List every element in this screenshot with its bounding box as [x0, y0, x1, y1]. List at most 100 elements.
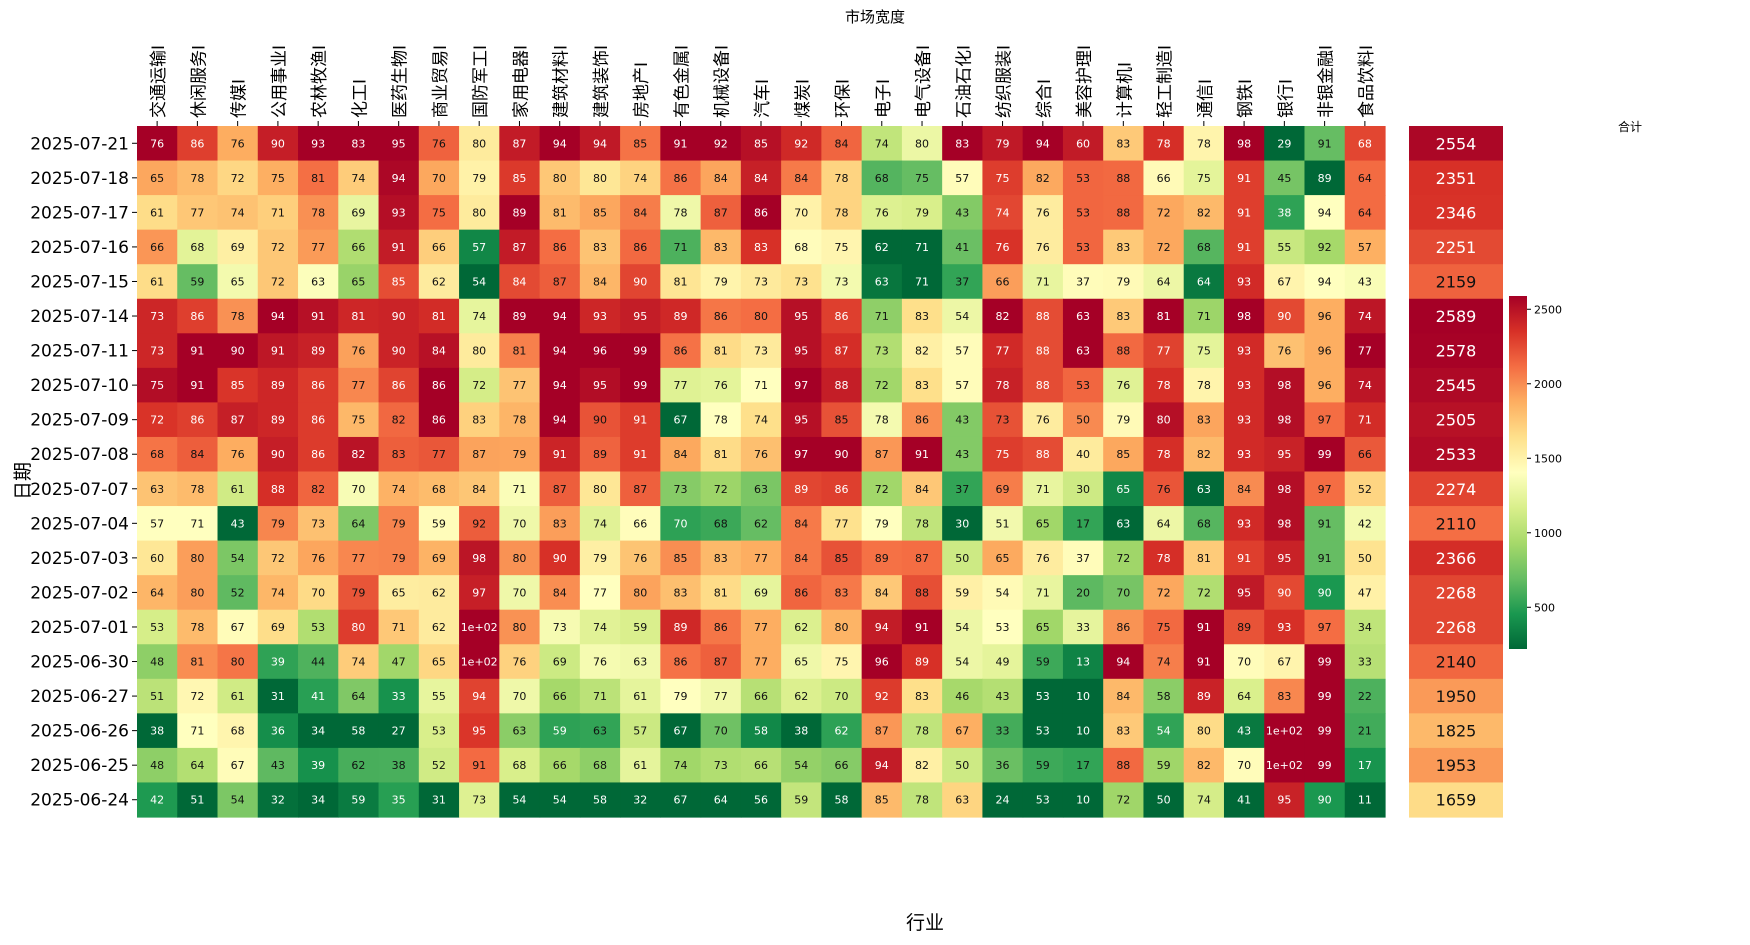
heatmap-cell — [982, 609, 1024, 645]
cell-value-label: 73 — [150, 345, 164, 358]
cell-value-label: 77 — [432, 448, 446, 461]
heatmap-cell — [1143, 126, 1185, 162]
cell-value-label: 68 — [593, 759, 607, 772]
cell-value-label: 87 — [714, 206, 728, 219]
cell-value-label: 76 — [150, 137, 164, 150]
cell-value-label: 95 — [1237, 586, 1251, 599]
heatmap-cell — [861, 436, 903, 473]
heatmap-cell — [1264, 644, 1306, 680]
cell-value-label: 70 — [1116, 586, 1130, 599]
heatmap-cell — [1344, 644, 1386, 680]
heatmap-cell — [579, 333, 621, 369]
heatmap-cell — [579, 678, 621, 714]
cell-value-label: 59 — [432, 517, 446, 530]
cell-value-label: 80 — [512, 621, 526, 634]
cell-value-label: 65 — [392, 586, 406, 599]
heatmap-cell — [459, 195, 500, 231]
cell-value-label: 70 — [1237, 759, 1251, 772]
cell-value-label: 57 — [1358, 241, 1372, 254]
heatmap-cell — [217, 713, 259, 749]
cell-value-label: 36 — [271, 725, 285, 738]
cell-value-label: 94 — [553, 379, 567, 392]
heatmap-cell — [177, 747, 219, 784]
cell-value-label: 77 — [593, 586, 607, 599]
cell-value-label: 98 — [1237, 137, 1251, 150]
cell-value-label: 88 — [1036, 345, 1050, 358]
cell-value-label: 99 — [1318, 690, 1332, 703]
cell-value-label: 85 — [231, 379, 245, 392]
cell-value-label: 76 — [1036, 206, 1050, 219]
heatmap-cell — [1304, 333, 1346, 369]
cell-value-label: 67 — [955, 725, 969, 738]
heatmap-cell — [821, 506, 863, 542]
heatmap-cell — [1022, 402, 1064, 438]
heatmap-cell — [660, 160, 702, 196]
cell-value-label: 89 — [673, 621, 687, 634]
cell-value-label: 62 — [754, 517, 768, 530]
cell-value-label: 47 — [1358, 586, 1372, 599]
cell-value-label: 80 — [633, 586, 647, 599]
heatmap-cell — [539, 575, 581, 611]
heatmap-cell — [1304, 298, 1346, 334]
heatmap-cell — [378, 264, 420, 300]
cell-value-label: 95 — [593, 379, 607, 392]
cell-value-label: 66 — [150, 241, 164, 254]
cell-value-label: 90 — [231, 345, 245, 358]
cell-value-label: 91 — [915, 621, 929, 634]
cell-value-label: 81 — [714, 345, 728, 358]
cell-value-label: 43 — [271, 759, 285, 772]
cell-value-label: 70 — [311, 586, 325, 599]
cell-value-label: 82 — [392, 414, 406, 427]
cell-value-label: 77 — [754, 552, 768, 565]
cell-value-label: 78 — [1157, 137, 1171, 150]
heatmap-cell — [942, 402, 984, 438]
cell-value-label: 78 — [1157, 379, 1171, 392]
cell-value-label: 76 — [633, 552, 647, 565]
heatmap-cell — [1264, 264, 1306, 300]
cell-value-label: 85 — [512, 172, 526, 185]
heatmap-cell — [257, 195, 299, 231]
cell-value-label: 53 — [1036, 794, 1050, 807]
total-cell — [1409, 678, 1503, 714]
heatmap-cell — [740, 609, 782, 645]
cell-value-label: 62 — [794, 621, 808, 634]
heatmap-cell — [1022, 506, 1064, 542]
heatmap-cell — [177, 229, 219, 265]
heatmap-cell — [338, 298, 380, 334]
heatmap-cell — [861, 126, 903, 162]
cell-value-label: 76 — [875, 206, 889, 219]
heatmap-cell — [459, 678, 500, 714]
heatmap-cell — [1304, 264, 1346, 300]
cell-value-label: 61 — [633, 690, 647, 703]
heatmap-cell — [660, 609, 702, 645]
cell-value-label: 91 — [311, 310, 325, 323]
heatmap-cell — [620, 195, 661, 231]
cell-value-label: 96 — [593, 345, 607, 358]
cell-value-label: 53 — [432, 725, 446, 738]
heatmap-cell — [901, 333, 943, 369]
cell-value-label: 69 — [231, 241, 245, 254]
cell-value-label: 64 — [190, 759, 204, 772]
heatmap-cell — [177, 506, 219, 542]
x-axis-label: 行业 — [905, 912, 944, 934]
heatmap-cell — [821, 644, 863, 680]
heatmap-cell — [1143, 229, 1185, 265]
heatmap-cell — [459, 367, 500, 403]
cell-value-label: 94 — [1318, 275, 1332, 288]
heatmap-cell — [499, 298, 541, 334]
heatmap-cell — [700, 747, 742, 784]
heatmap-cell — [1062, 609, 1104, 645]
cell-value-label: 80 — [231, 656, 245, 669]
cell-value-label: 71 — [190, 517, 204, 530]
heatmap-cell — [338, 264, 380, 300]
heatmap-cell — [137, 298, 178, 334]
heatmap-cell — [942, 782, 984, 818]
cell-value-label: 80 — [190, 586, 204, 599]
cell-value-label: 47 — [392, 656, 406, 669]
heatmap-cell — [781, 160, 822, 196]
colorbar — [1509, 296, 1527, 649]
heatmap-cell — [418, 402, 460, 438]
x-tick-label: 机械设备Ⅰ — [713, 45, 733, 118]
cell-value-label: 83 — [472, 414, 486, 427]
cell-value-label: 94 — [271, 310, 285, 323]
